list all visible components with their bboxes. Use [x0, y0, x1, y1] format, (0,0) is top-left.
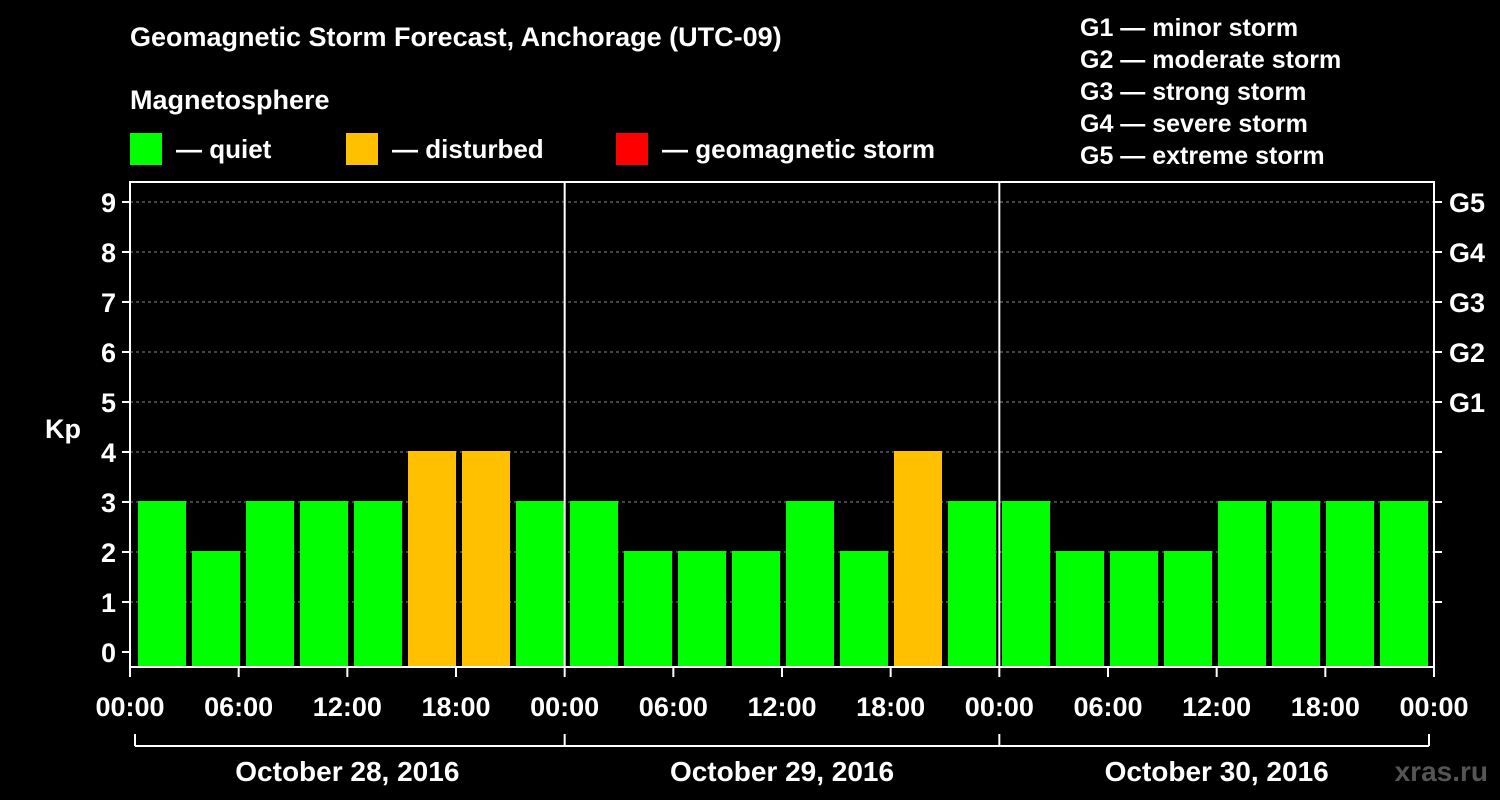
kp-bar — [192, 551, 240, 667]
kp-bar — [678, 551, 726, 667]
kp-bar — [462, 451, 510, 667]
day-label: October 30, 2016 — [1105, 756, 1329, 787]
y-tick-label: 5 — [101, 388, 116, 418]
kp-bar — [408, 451, 456, 667]
g-legend-g3: G3 — strong storm — [1080, 78, 1307, 106]
y-tick-label: 9 — [101, 188, 116, 218]
kp-bar — [786, 501, 834, 667]
kp-bar — [1164, 551, 1212, 667]
x-tick-label: 12:00 — [747, 692, 816, 722]
x-tick-label: 12:00 — [1182, 692, 1251, 722]
kp-bar — [1002, 501, 1050, 667]
y-tick-label: 2 — [101, 538, 116, 568]
x-tick-label: 00:00 — [965, 692, 1034, 722]
x-tick-label: 18:00 — [421, 692, 490, 722]
x-tick-label: 18:00 — [856, 692, 925, 722]
g-scale-label: G1 — [1449, 388, 1485, 418]
y-tick-label: 6 — [101, 338, 116, 368]
g-legend-g4: G4 — severe storm — [1080, 110, 1308, 138]
x-tick-label: 18:00 — [1291, 692, 1360, 722]
kp-bar — [354, 501, 402, 667]
x-tick-label: 06:00 — [204, 692, 273, 722]
y-tick-label: 7 — [101, 288, 116, 318]
chart-title: Geomagnetic Storm Forecast, Anchorage (U… — [130, 22, 782, 52]
x-tick-label: 00:00 — [1399, 692, 1468, 722]
g-scale-label: G3 — [1449, 288, 1485, 318]
x-tick-label: 06:00 — [1073, 692, 1142, 722]
x-tick-label: 00:00 — [95, 692, 164, 722]
kp-bar — [138, 501, 186, 667]
kp-bar — [624, 551, 672, 667]
legend-label-quiet: — quiet — [176, 133, 272, 164]
y-tick-label: 1 — [101, 588, 116, 618]
g-scale-label: G4 — [1449, 238, 1485, 268]
kp-bar — [246, 501, 294, 667]
kp-bar — [840, 551, 888, 667]
legend-title: Magnetosphere — [130, 85, 330, 115]
legend-swatch-quiet — [130, 133, 162, 165]
kp-bar — [516, 501, 564, 667]
legend-swatch-storm — [616, 133, 648, 165]
g-legend-g2: G2 — moderate storm — [1080, 46, 1342, 74]
x-tick-label: 12:00 — [313, 692, 382, 722]
legend-label-disturbed: — disturbed — [392, 133, 544, 164]
g-legend-g1: G1 — minor storm — [1080, 14, 1299, 42]
y-tick-label: 3 — [101, 488, 116, 518]
kp-bar — [1272, 501, 1320, 667]
kp-bar — [300, 501, 348, 667]
y-tick-label: 0 — [101, 638, 116, 668]
day-label: October 28, 2016 — [235, 756, 459, 787]
legend-swatch-disturbed — [346, 133, 378, 165]
kp-bar — [948, 501, 996, 667]
x-tick-label: 06:00 — [639, 692, 708, 722]
legend-item-quiet: — quiet — [130, 132, 271, 166]
legend-label-storm: — geomagnetic storm — [662, 133, 936, 164]
g-scale-label: G2 — [1449, 338, 1485, 368]
kp-bar — [1218, 501, 1266, 667]
kp-bar — [1380, 501, 1428, 667]
day-label: October 29, 2016 — [670, 756, 894, 787]
kp-bar — [894, 451, 942, 667]
kp-bar — [1110, 551, 1158, 667]
g-scale-label: G5 — [1449, 188, 1485, 218]
y-axis-label: Kp — [45, 414, 81, 444]
y-tick-label: 4 — [101, 438, 116, 468]
kp-bar — [732, 551, 780, 667]
watermark: xras.ru — [1394, 756, 1488, 787]
kp-bar — [1056, 551, 1104, 667]
legend-item-storm: — geomagnetic storm — [616, 132, 935, 166]
kp-bar — [570, 501, 618, 667]
legend-item-disturbed: — disturbed — [346, 132, 544, 166]
x-tick-label: 00:00 — [530, 692, 599, 722]
g-legend-g5: G5 — extreme storm — [1080, 142, 1325, 170]
y-tick-label: 8 — [101, 238, 116, 268]
kp-bar — [1326, 501, 1374, 667]
